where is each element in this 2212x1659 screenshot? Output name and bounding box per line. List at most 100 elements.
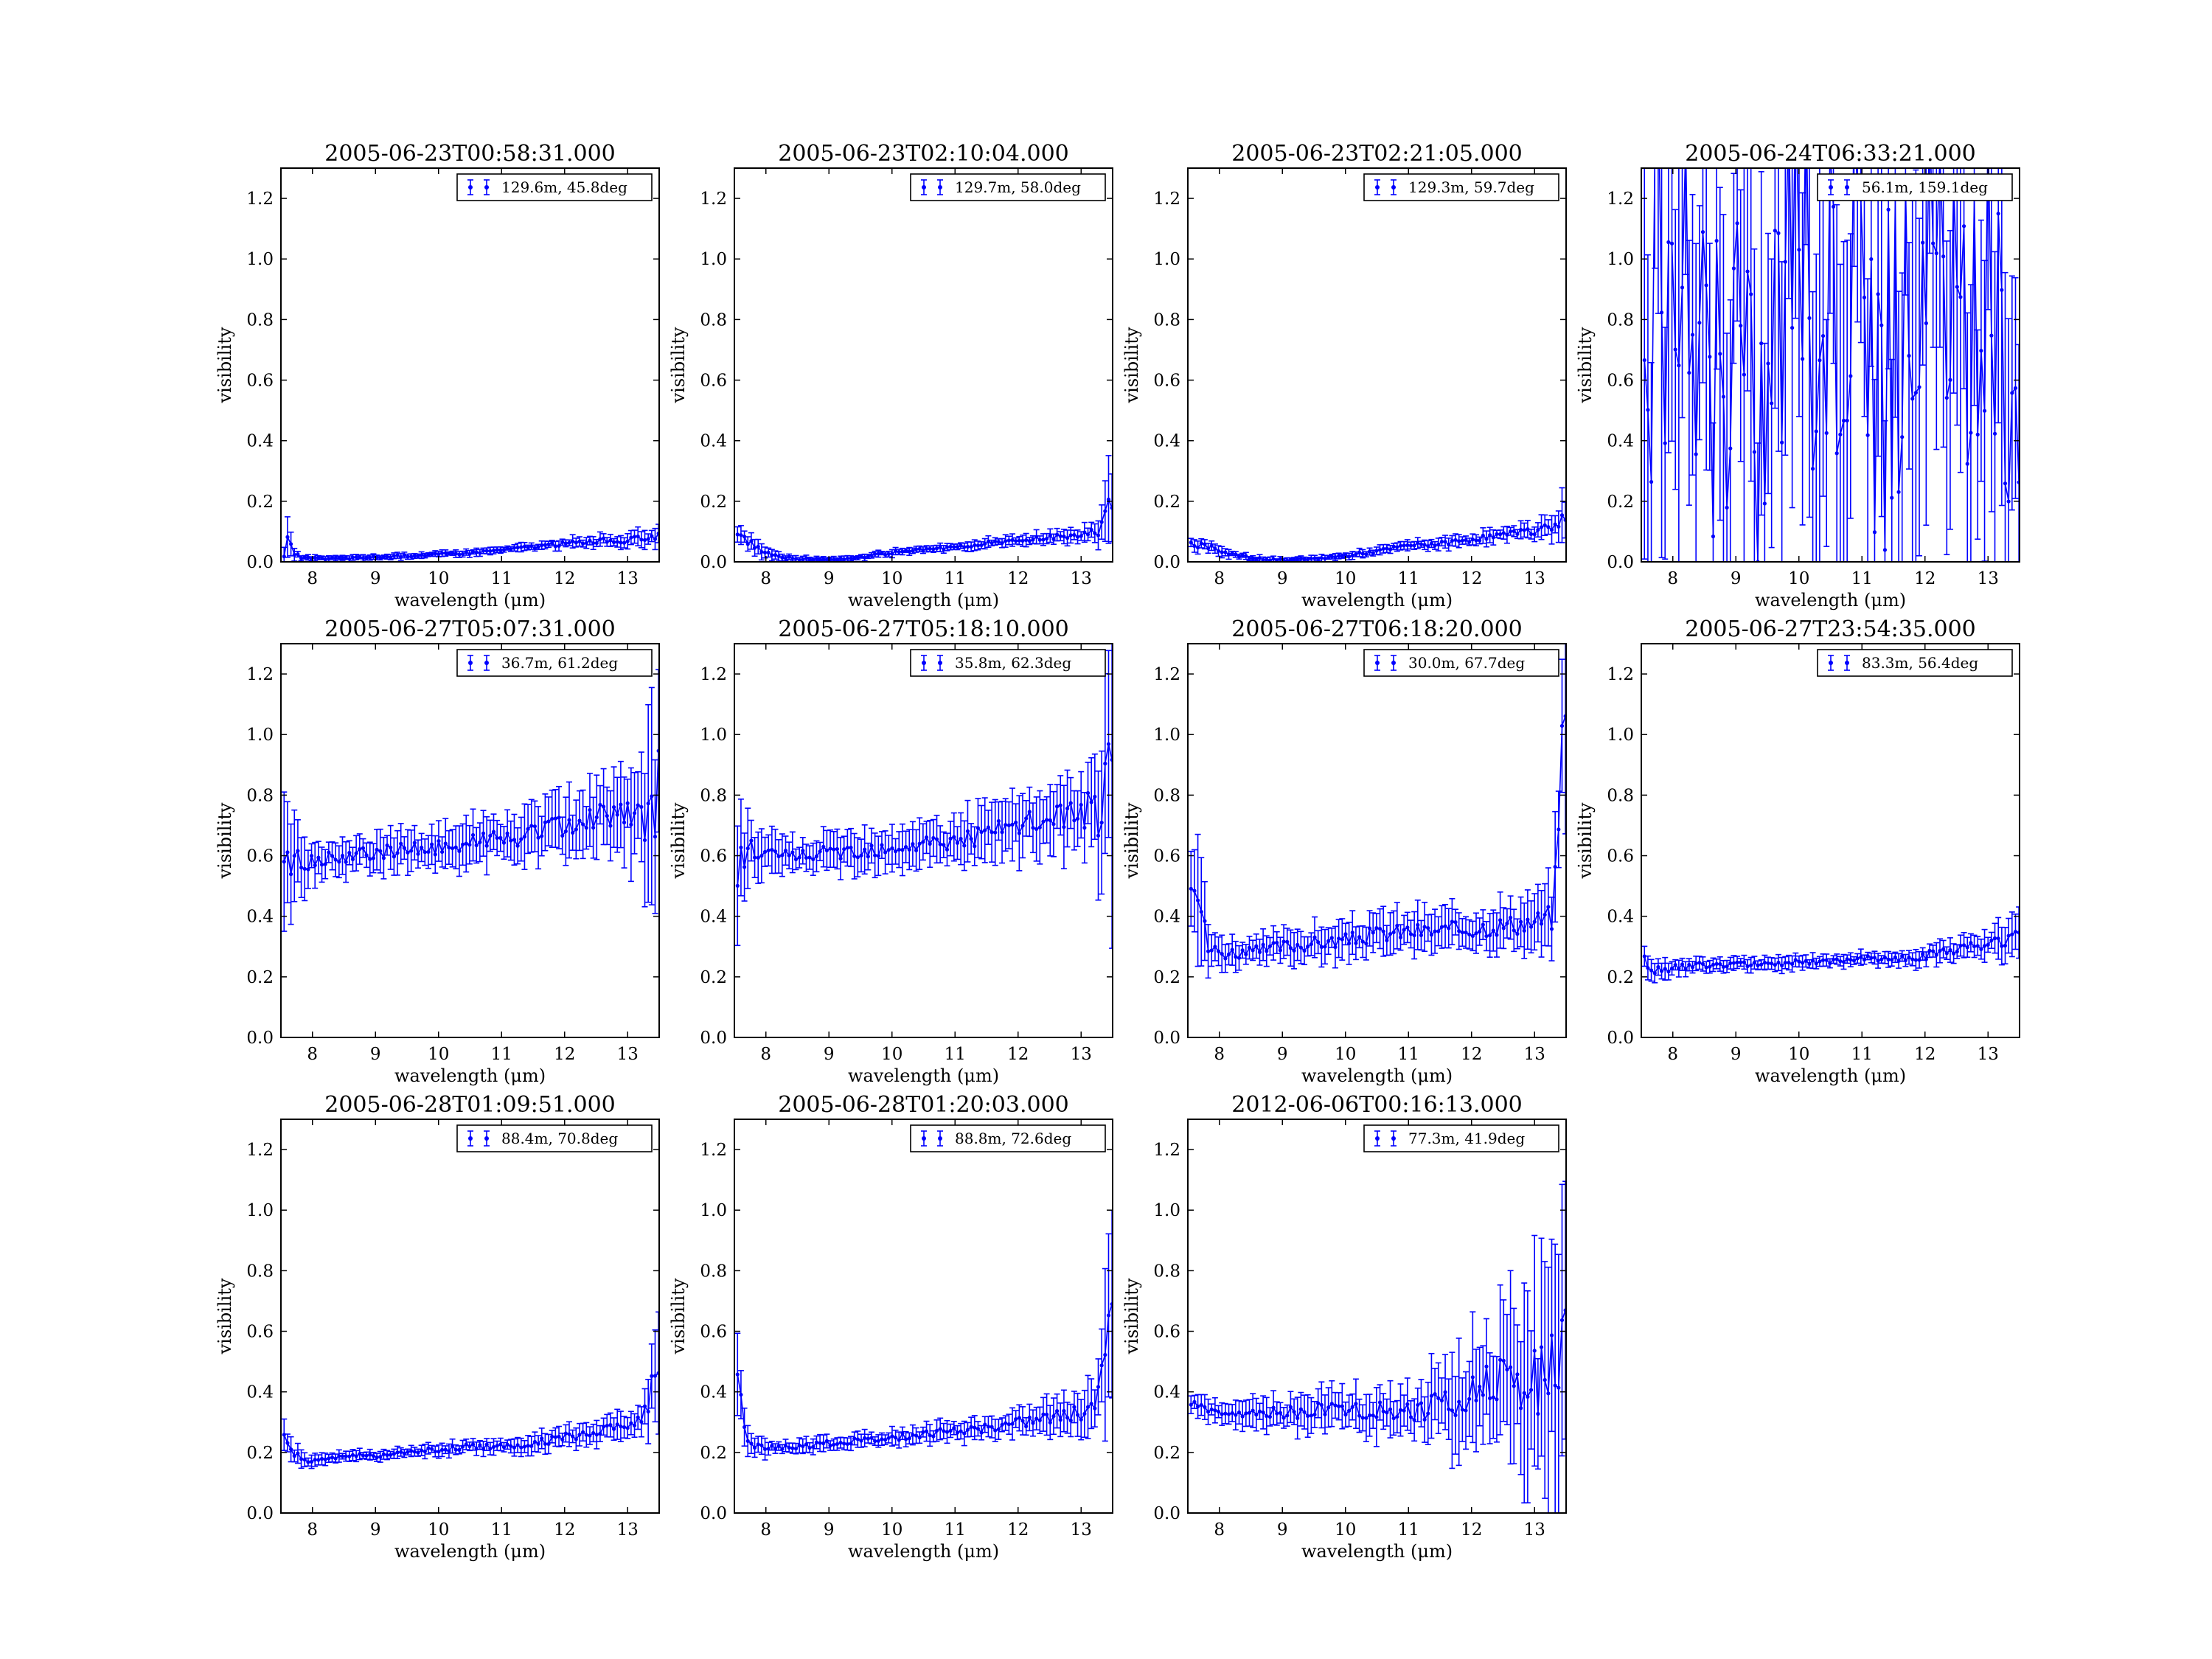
y-tick-label: 0.6 [246,372,274,391]
data-point [739,533,743,538]
data-point [498,548,503,552]
data-point [1979,947,1983,951]
legend: 129.3m, 59.7deg [1363,173,1559,201]
data-point [368,1453,372,1457]
x-tick-label: 10 [428,1045,449,1064]
panel-4: 8 9 10 11 12 13 0.0 0.2 0.4 0.6 0.8 1.0 1.2 2005-06-2… [1575,141,2020,611]
data-point [1694,452,1698,456]
data-point [368,555,372,560]
panel-7: 8 9 10 11 12 13 0.0 0.2 0.4 0.6 0.8 1.0 1.2 2005-06-2… [1121,616,1567,1086]
data-point [581,541,585,546]
data-point [470,832,476,838]
data-point [1319,556,1324,560]
y-tick-label: 0.8 [246,310,274,330]
data-point [1687,370,1691,375]
data-point [1690,965,1695,970]
data-point [481,549,486,553]
data-point [838,556,843,560]
data-point [437,838,441,844]
data-point [1058,1418,1062,1422]
data-point [1518,527,1523,532]
data-point [1739,960,1743,964]
y-tick-label: 0.2 [700,1444,727,1463]
data-point [1405,925,1410,930]
data-point [361,556,366,560]
data-point [814,1440,819,1444]
data-point [560,1437,565,1441]
data-point [866,1436,870,1441]
x-tick-label: 12 [1914,569,1935,588]
data-point [1195,546,1200,550]
data-point [560,833,565,838]
data-point [563,1431,568,1436]
x-tick-label: 9 [370,569,381,588]
data-point [1862,295,1867,300]
data-point [327,850,331,855]
data-point [1882,548,1888,552]
panel-1: 8 9 10 11 12 13 0.0 0.2 0.4 0.6 0.8 1.0 1.2 2005-06-2… [215,141,660,611]
data-point [859,554,863,559]
y-tick-label: 0.0 [700,1029,727,1048]
data-point [1879,957,1884,961]
data-point [1265,949,1269,953]
data-point [1385,546,1389,551]
panel-11: 8 9 10 11 12 130.00.20.40.60.81.01.22012-06-0… [1121,1092,1567,1562]
data-point [467,1444,472,1449]
data-point [859,853,863,858]
x-tick-label: 8 [1667,569,1678,588]
data-point [1031,1421,1035,1425]
data-point [962,1431,967,1436]
data-point [1419,542,1424,546]
x-tick-label: 13 [617,569,639,588]
data-point [1488,933,1492,938]
data-point [1203,919,1207,923]
data-point [1975,432,1980,437]
data-point [1020,1419,1025,1423]
data-point [1680,285,1685,290]
data-point [842,1441,846,1446]
x-tick-label: 9 [824,569,835,588]
x-tick-label: 8 [1214,1045,1225,1064]
data-point [1027,1415,1032,1420]
data-point [522,835,527,839]
data-point [412,841,417,845]
data-point [1062,825,1066,830]
data-point [296,552,300,557]
data-point [1652,971,1657,975]
data-point [430,1447,434,1451]
data-point [512,1445,517,1450]
data-point [917,546,922,551]
data-point [567,540,571,545]
panel-title: 2005-06-27T06:18:20.000 [1231,616,1523,642]
data-point [416,1450,420,1455]
data-point [1965,945,1969,950]
data-point [793,857,799,862]
data-point [832,1442,836,1447]
y-tick-label: 1.0 [700,726,727,745]
data-point [1673,347,1677,352]
panel-9: 8 9 10 11 12 13 0.0 0.2 0.4 0.6 0.8 1.0 1.2 2005-06-2… [215,1092,660,1562]
data-point [540,834,544,838]
data-point [1367,926,1372,931]
data-point [762,1447,768,1451]
x-tick-label: 10 [881,1520,902,1540]
data-point [1780,963,1784,968]
data-point [1391,930,1396,935]
data-point [1783,960,1787,965]
data-point [1333,945,1338,950]
x-tick-label: 12 [1461,1045,1482,1064]
data-point [1085,790,1091,796]
data-point [1220,952,1224,956]
data-point [1474,538,1478,543]
data-point [1955,285,1959,289]
data-point [1807,961,1812,966]
data-point [780,853,785,858]
data-point [1549,927,1554,931]
legend-box [456,173,653,201]
data-point [1735,221,1739,226]
data-point [412,1450,417,1454]
y-tick-label: 0.6 [700,1323,727,1342]
data-point [512,546,517,550]
data-point [1192,543,1197,549]
data-point [1876,292,1880,296]
